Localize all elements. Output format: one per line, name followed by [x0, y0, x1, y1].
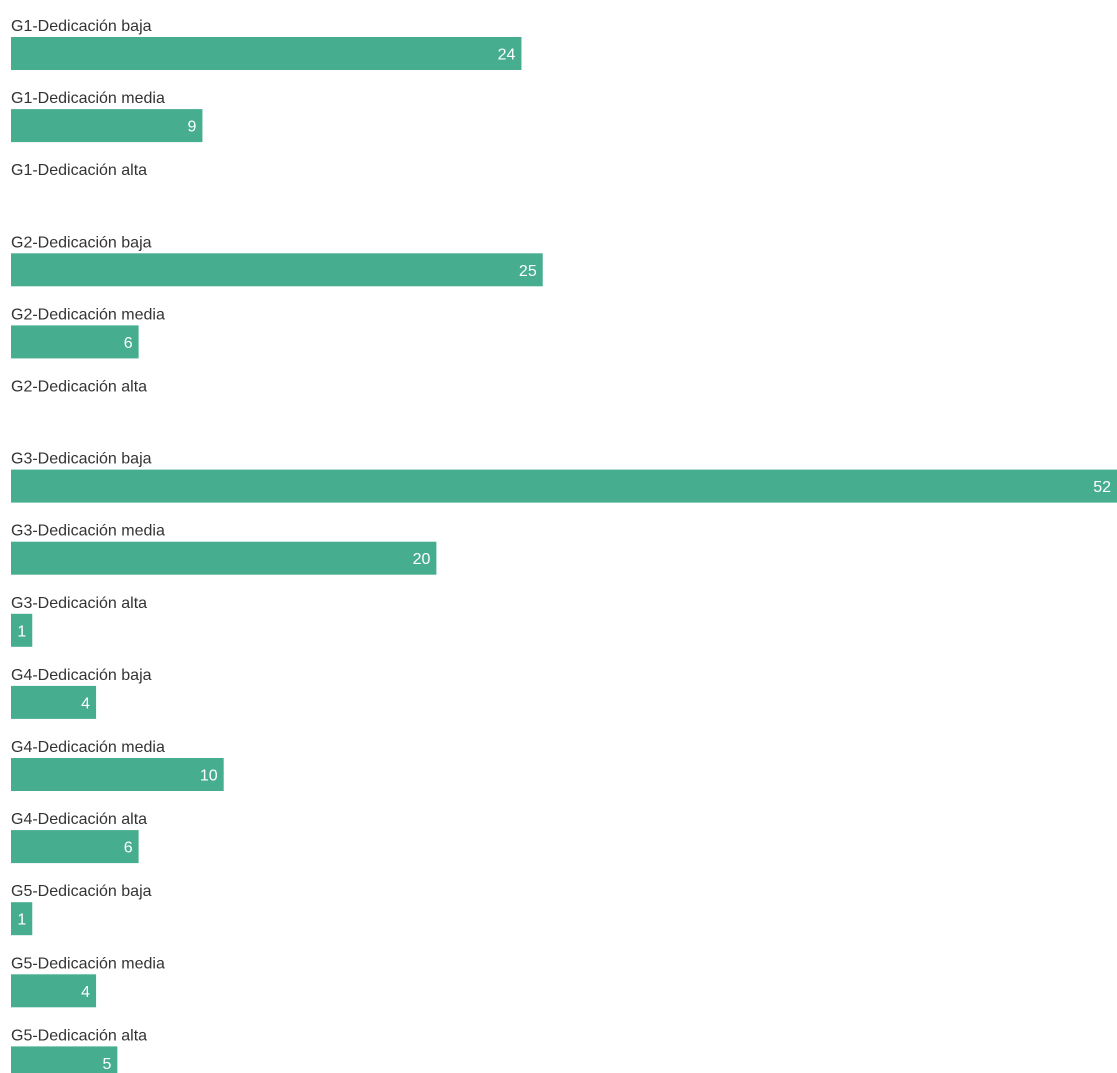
category-label: G4-Dedicación media	[11, 739, 165, 756]
category-label: G2-Dedicación baja	[11, 234, 152, 251]
category-label: G4-Dedicación baja	[11, 667, 152, 684]
bar	[11, 469, 1117, 503]
category-label: G5-Dedicación alta	[11, 1027, 147, 1044]
value-label: 10	[200, 768, 218, 785]
bar	[11, 974, 97, 1008]
value-label: 4	[81, 695, 90, 712]
value-label: 25	[519, 263, 537, 280]
bar	[11, 253, 543, 287]
bar	[11, 1046, 118, 1073]
bar	[11, 902, 33, 936]
value-label: 1	[17, 623, 26, 640]
value-label: 6	[124, 840, 133, 857]
category-label: G2-Dedicación alta	[11, 379, 147, 396]
bar	[11, 758, 224, 791]
category-label: G1-Dedicación alta	[11, 162, 147, 179]
category-label: G1-Dedicación media	[11, 90, 165, 107]
bar	[11, 37, 522, 70]
value-label: 52	[1093, 479, 1111, 496]
bar	[11, 685, 97, 719]
value-label: 9	[188, 119, 197, 136]
value-label: 5	[102, 1056, 111, 1073]
category-label: G3-Dedicación media	[11, 523, 165, 540]
value-label: 24	[498, 47, 516, 64]
category-label: G3-Dedicación alta	[11, 595, 147, 612]
category-label: G4-Dedicación alta	[11, 811, 147, 828]
value-label: 1	[17, 912, 26, 929]
value-label: 6	[124, 335, 133, 352]
category-label: G5-Dedicación baja	[11, 883, 152, 900]
bar	[11, 541, 437, 575]
category-label: G2-Dedicación media	[11, 306, 165, 323]
bar	[11, 325, 139, 359]
category-label: G5-Dedicación media	[11, 955, 165, 972]
value-label: 4	[81, 984, 90, 1001]
value-label: 20	[413, 551, 431, 568]
bar	[11, 613, 33, 647]
category-label: G3-Dedicación baja	[11, 451, 152, 468]
bar	[11, 109, 203, 143]
bar	[11, 830, 139, 864]
category-label: G1-Dedicación baja	[11, 18, 152, 35]
